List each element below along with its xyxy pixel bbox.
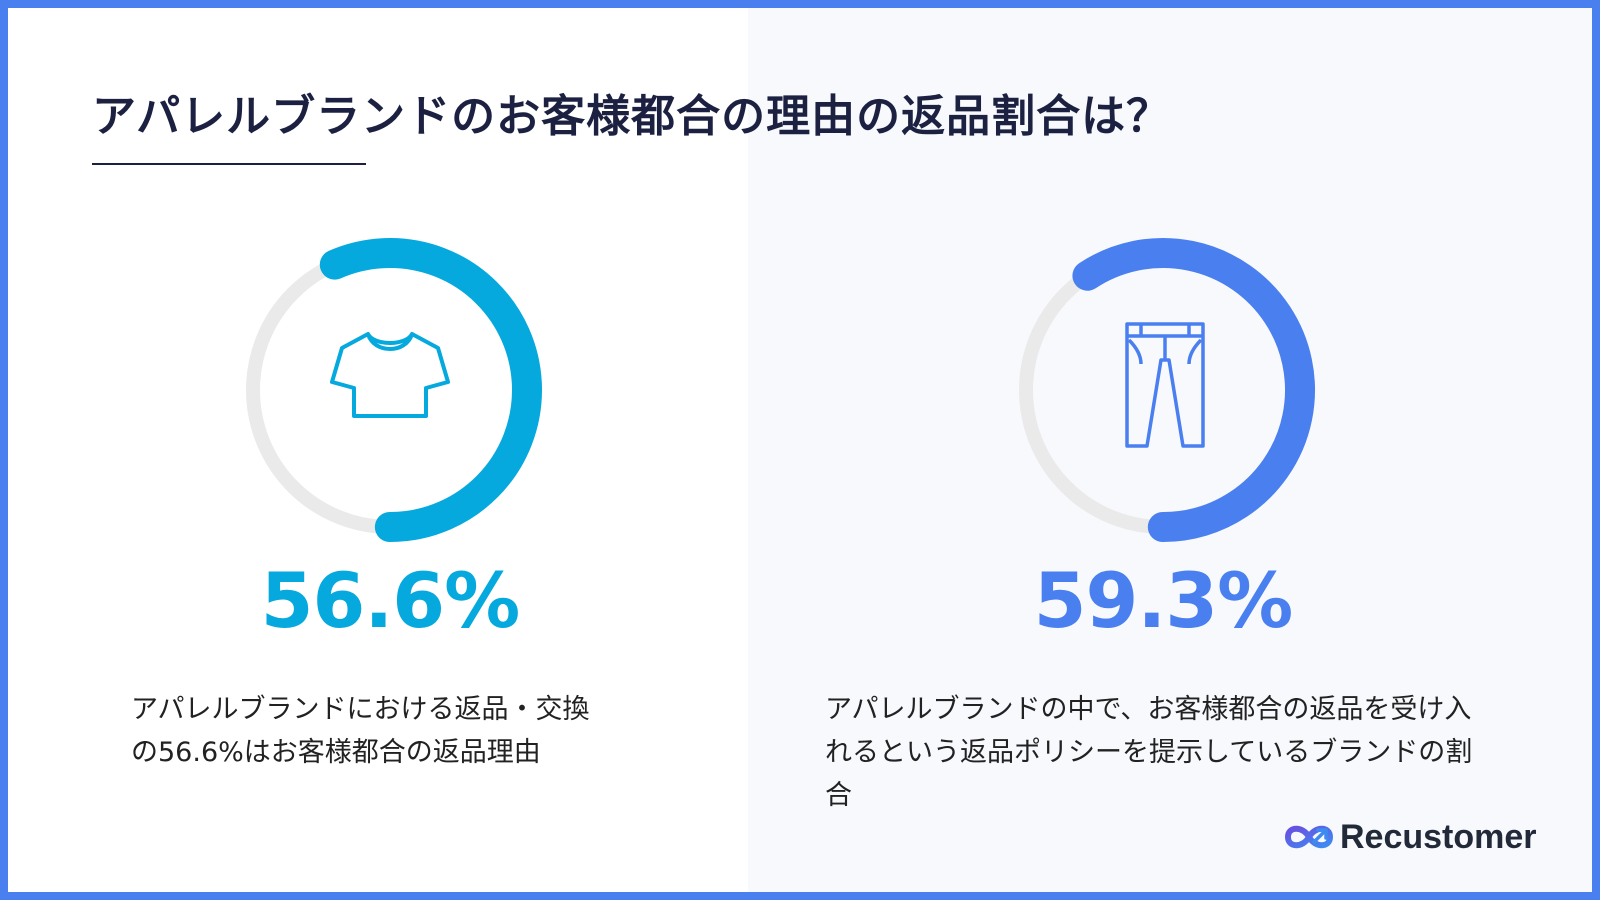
brand-logo[interactable]: Recustomer: [1284, 816, 1537, 858]
stat-value-right: 59.3%: [1033, 556, 1294, 645]
stat-description-left: アパレルブランドにおける返品・交換の56.6%はお客様都合の返品理由: [131, 694, 590, 768]
gauge-apparel-returns: [230, 230, 550, 550]
recustomer-logo-icon: [1284, 825, 1334, 849]
logo-text: Recustomer: [1340, 817, 1537, 856]
gauge-arc: [1011, 238, 1315, 542]
gauge-return-policy: [1003, 230, 1323, 550]
gauge-arc: [238, 238, 542, 542]
pants-icon: [1125, 322, 1205, 448]
stat-value-left: 56.6%: [260, 556, 521, 645]
stat-description-right: アパレルブランドの中で、お客様都合の返品を受け入れるという返品ポリシーを提示して…: [825, 694, 1473, 811]
t-shirt-icon: [330, 332, 450, 418]
right-panel-background: [748, 8, 1592, 892]
page-title: アパレルブランドのお客様都合の理由の返品割合は？: [92, 91, 1172, 142]
title-underline: [92, 163, 366, 165]
